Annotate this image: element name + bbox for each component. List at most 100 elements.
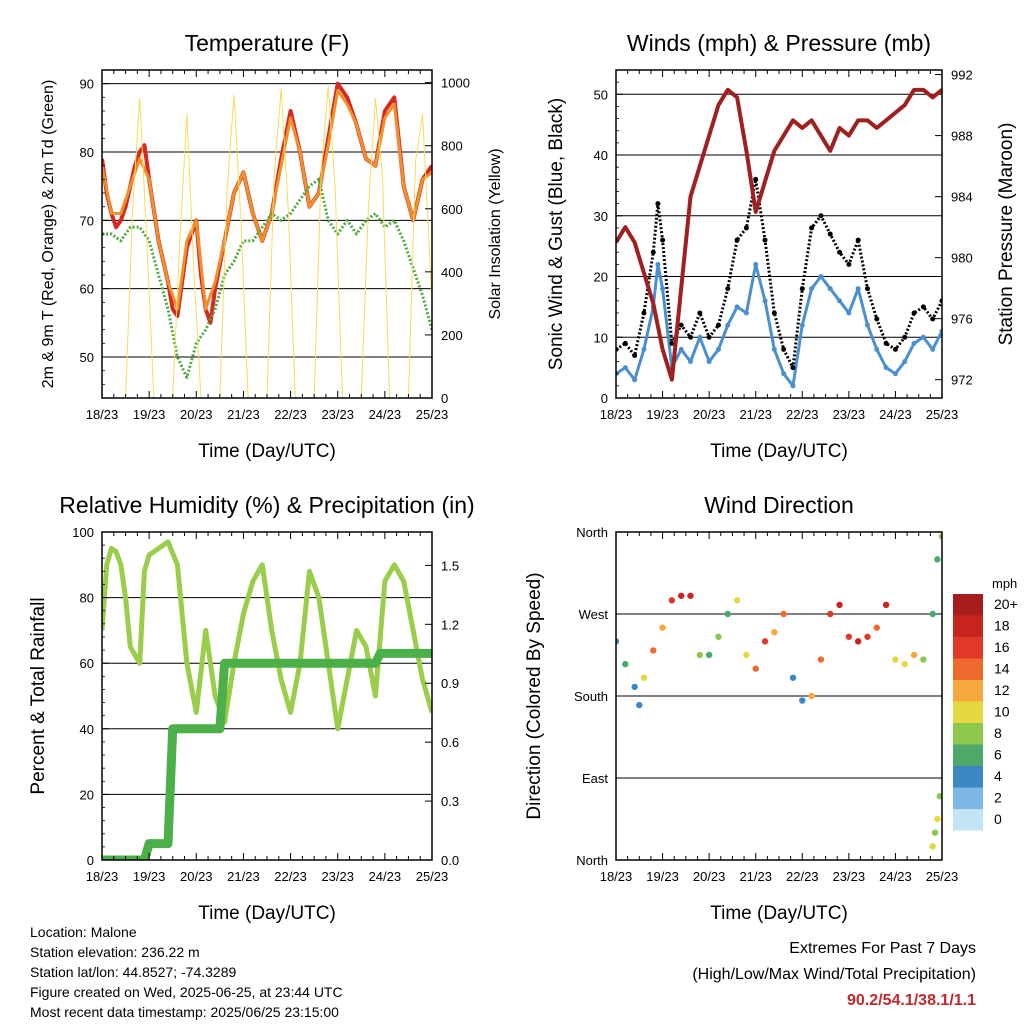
- series-point: [734, 237, 740, 243]
- series-point: [809, 225, 815, 231]
- legend-swatch: [953, 680, 983, 702]
- x-tick-label: 20/23: [180, 407, 213, 422]
- series-point: [911, 340, 917, 346]
- series-sonic-wind: [616, 262, 942, 388]
- x-tick-label: 19/23: [646, 407, 679, 422]
- series-point: [920, 334, 926, 340]
- legend-label: 0: [994, 811, 1002, 827]
- direction-point: [901, 660, 908, 668]
- legend-swatch: [953, 594, 983, 616]
- y-axis-label: Percent & Total Rainfall: [28, 597, 49, 794]
- legend-swatch: [953, 809, 983, 831]
- direction-point: [936, 793, 942, 800]
- x-tick-label: 21/23: [227, 407, 260, 422]
- y-tick-label: West: [579, 607, 609, 622]
- direction-point: [854, 638, 862, 645]
- series-point: [660, 286, 666, 292]
- direction-point: [636, 701, 643, 709]
- series-point: [715, 346, 721, 352]
- panel-title: Wind Direction: [704, 492, 854, 518]
- direction-point: [650, 647, 657, 654]
- direction-point: [817, 656, 825, 663]
- legend-swatch: [953, 744, 983, 766]
- direction-point: [640, 674, 648, 681]
- x-tick-label: 24/23: [879, 407, 912, 422]
- direction-point: [789, 674, 797, 681]
- x-tick-label: 22/23: [786, 869, 819, 884]
- y-tick-label: 20: [594, 270, 608, 285]
- y-right-tick-label: 984: [951, 190, 973, 205]
- y-right-tick-label: 980: [951, 251, 973, 266]
- legend-label: 16: [994, 639, 1010, 655]
- x-tick-label: 24/23: [369, 869, 402, 884]
- series-point: [655, 261, 661, 267]
- series-point: [827, 286, 833, 292]
- extremes-subtitle: (High/Low/Max Wind/Total Precipitation): [692, 966, 976, 983]
- series-point: [837, 249, 843, 255]
- x-tick-label: 24/23: [369, 407, 402, 422]
- x-axis-label: Time (Day/UTC): [198, 903, 336, 924]
- y-right-tick-label: 976: [951, 312, 973, 327]
- series-gust: [616, 177, 942, 370]
- x-axis-label: Time (Day/UTC): [710, 441, 848, 462]
- x-tick-label: 23/23: [321, 407, 354, 422]
- y-right-tick-label: 200: [441, 328, 463, 343]
- x-tick-label: 21/23: [739, 407, 772, 422]
- series-point: [688, 359, 694, 365]
- series-point: [930, 316, 936, 322]
- direction-point: [715, 633, 722, 640]
- series-point: [715, 322, 721, 328]
- series-point: [846, 310, 852, 316]
- series-point: [762, 298, 768, 304]
- x-tick-label: 25/23: [926, 869, 959, 884]
- info-created: Figure created on Wed, 2025-06-25, at 23…: [30, 984, 343, 1000]
- direction-point: [827, 610, 834, 618]
- series-point: [771, 310, 777, 316]
- y-right-tick-label: 0.6: [441, 735, 459, 750]
- series-point: [753, 176, 759, 182]
- legend-swatch: [953, 637, 983, 659]
- x-tick-label: 23/23: [833, 407, 866, 422]
- x-tick-label: 20/23: [693, 407, 726, 422]
- x-axis-label: Time (Day/UTC): [710, 903, 848, 924]
- panel-4: 18/23 19/23 20/23 21/23 22/23 23/23 24/23 25/23…: [524, 492, 1018, 924]
- series-relative-humidity: [102, 539, 432, 732]
- series-point: [725, 286, 731, 292]
- direction-point: [929, 610, 936, 618]
- extremes-box: Extremes For Past 7 Days (High/Low/Max W…: [692, 936, 976, 1014]
- series-point: [622, 365, 628, 371]
- x-tick-label: 18/23: [86, 407, 119, 422]
- direction-point: [631, 683, 638, 691]
- panel-1: 18/23 19/23 20/23 21/23 22/23 23/23 24/23 25/23…: [40, 30, 504, 462]
- y-tick-label: 0: [601, 391, 608, 406]
- y-tick-label: 40: [80, 722, 94, 737]
- legend-label: 12: [994, 682, 1010, 698]
- x-tick-label: 25/23: [926, 407, 959, 422]
- x-tick-label: 25/23: [416, 869, 449, 884]
- series-point: [706, 359, 712, 365]
- series-point: [781, 371, 787, 377]
- series-point: [809, 286, 815, 292]
- legend-label: 18: [994, 618, 1010, 634]
- series-point: [883, 340, 889, 346]
- y-tick-label: 100: [72, 525, 94, 540]
- series-point: [697, 334, 703, 340]
- info-latlon: Station lat/lon: 44.8527; -74.3289: [30, 964, 237, 980]
- x-tick-label: 19/23: [133, 407, 166, 422]
- direction-point: [808, 692, 815, 700]
- x-tick-label: 19/23: [646, 869, 679, 884]
- series-9m-t: [102, 89, 432, 311]
- series-point: [706, 334, 712, 340]
- legend-label: 2: [994, 790, 1002, 806]
- direction-point: [934, 556, 941, 563]
- y-tick-label: 70: [80, 213, 94, 228]
- series-total-precipitation: [102, 648, 432, 860]
- x-tick-label: 24/23: [879, 869, 912, 884]
- series-point: [655, 201, 661, 207]
- direction-point: [910, 651, 918, 659]
- series-point: [790, 365, 796, 371]
- direction-point: [931, 829, 939, 836]
- direction-point: [845, 633, 853, 640]
- series-point: [799, 322, 805, 328]
